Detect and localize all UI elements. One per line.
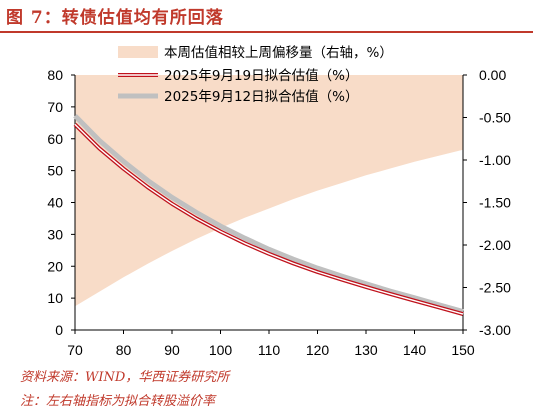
y-left-tick-label: 60 [47, 131, 63, 147]
x-tick-label: 70 [67, 342, 83, 358]
source-note: 资料来源：WIND，华西证券研究所 [20, 370, 230, 385]
x-tick-label: 100 [209, 342, 233, 358]
x-tick-label: 80 [116, 342, 132, 358]
ticks-layer: 70 80 90 100 110 120 130 140 150 0 10 20 30 40 50 60 70 8… [47, 67, 511, 358]
legend-label: 本周估值相较上周偏移量（右轴，%） [164, 45, 393, 61]
y-right-tick-label: -0.50 [479, 110, 511, 126]
x-tick-label: 120 [306, 342, 330, 358]
legend: 本周估值相较上周偏移量（右轴，%） 2025年9月19日拟合估值（%） 2025年9… [118, 45, 393, 105]
x-tick-label: 140 [403, 342, 427, 358]
y-right-tick-label: -1.00 [479, 152, 511, 168]
y-left-tick-label: 10 [47, 290, 63, 306]
legend-label: 2025年9月12日拟合估值（%） [164, 89, 358, 105]
y-left-tick-label: 80 [47, 67, 63, 83]
y-left-tick-label: 50 [47, 163, 63, 179]
x-tick-label: 130 [354, 342, 378, 358]
area-layer [75, 75, 463, 307]
x-tick-label: 90 [164, 342, 180, 358]
footnote: 注：左右轴指标为拟合转股溢价率 [20, 394, 216, 409]
title-divider [0, 31, 533, 33]
x-tick-label: 110 [258, 342, 281, 358]
y-left-tick-label: 0 [55, 322, 63, 338]
y-left-tick-label: 20 [47, 258, 63, 274]
y-left-tick-label: 40 [47, 195, 63, 211]
y-right-tick-label: 0.00 [479, 67, 506, 83]
series-line-sep19-inner [74, 123, 464, 315]
lines-layer [73, 114, 464, 316]
y-right-tick-label: -2.50 [479, 280, 511, 296]
y-right-tick-label: -1.50 [479, 195, 511, 211]
legend-label: 2025年9月19日拟合估值（%） [164, 68, 358, 84]
y-left-tick-label: 30 [47, 226, 63, 242]
legend-swatch-area [118, 46, 158, 58]
shift-area [75, 75, 463, 307]
figure-title: 图 7：转债估值均有所回落 [6, 8, 224, 28]
y-left-tick-label: 70 [47, 99, 63, 115]
y-right-tick-label: -2.00 [479, 237, 511, 253]
x-tick-label: 150 [451, 342, 475, 358]
y-right-tick-label: -3.00 [479, 322, 511, 338]
series-line-sep12 [73, 114, 464, 314]
